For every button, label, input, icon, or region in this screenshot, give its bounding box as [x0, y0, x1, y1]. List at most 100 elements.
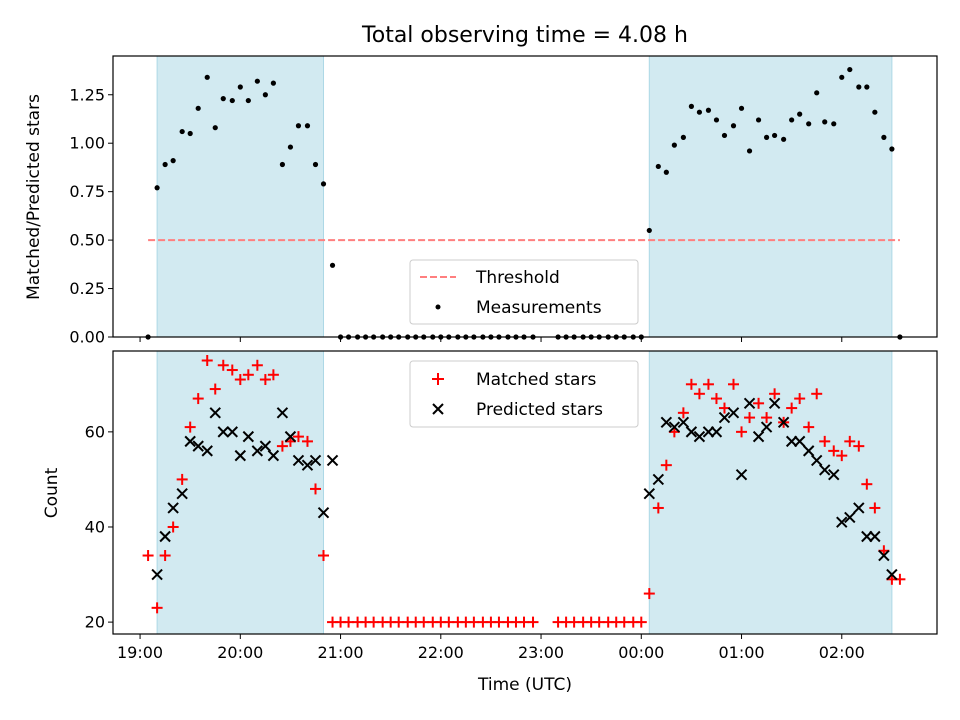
measurement-point-74: [781, 136, 787, 142]
matched-point-67: [718, 402, 730, 414]
legend-matched-swatch: [432, 373, 444, 385]
predicted-point-10: [234, 449, 247, 462]
predicted-point-26: [677, 416, 690, 429]
matched-point-73: [769, 388, 781, 400]
x-tick-label-7: 02:00: [819, 643, 865, 662]
predicted-point-41: [802, 445, 815, 457]
measurement-point-58: [646, 227, 652, 234]
x-axis-label: Time (UTC): [477, 675, 572, 695]
top-shade-region-1: [648, 55, 893, 338]
measurement-point-7: [204, 74, 210, 80]
matched-point-64: [693, 388, 705, 400]
predicted-point-19: [309, 454, 322, 467]
predicted-point-16: [284, 430, 297, 443]
measurement-point-78: [814, 90, 820, 96]
predicted-point-20: [317, 507, 330, 519]
matched-point-1: [151, 602, 163, 614]
measurement-point-20: [312, 161, 319, 168]
measurement-point-21: [320, 181, 327, 187]
top-y-tick-label-5: 1.25: [69, 85, 105, 104]
legend-matched-label: Matched stars: [476, 370, 596, 390]
measurement-point-71: [755, 117, 762, 123]
predicted-stars-series: [151, 397, 898, 581]
predicted-point-36: [760, 421, 773, 433]
bot-shade-region-0: [156, 350, 325, 635]
matched-stars-series: [142, 355, 906, 628]
predicted-point-22: [643, 487, 656, 500]
measurement-point-64: [696, 109, 703, 115]
x-tick-label-3: 22:00: [418, 643, 464, 662]
matched-point-75: [786, 402, 798, 414]
predicted-point-3: [176, 487, 188, 500]
x-tick-label-2: 21:00: [317, 643, 363, 662]
matched-point-77: [803, 421, 815, 433]
measurements-series: [145, 66, 903, 340]
top-legend: Threshold Measurements: [409, 259, 639, 325]
matched-point-65: [702, 378, 714, 390]
bottom-plot-frame: [112, 350, 938, 635]
predicted-point-49: [869, 530, 881, 543]
predicted-point-35: [752, 430, 765, 443]
predicted-point-25: [668, 421, 681, 433]
measurement-point-12: [245, 97, 251, 104]
predicted-point-44: [828, 468, 840, 481]
measurement-point-80: [831, 121, 837, 127]
measurement-point-76: [797, 111, 803, 117]
predicted-point-50: [878, 549, 890, 562]
predicted-point-43: [819, 464, 831, 476]
predicted-point-24: [660, 416, 673, 429]
predicted-point-6: [201, 445, 213, 457]
matched-point-76: [794, 393, 806, 405]
matched-point-21: [318, 550, 330, 562]
matched-point-82: [844, 435, 856, 447]
matched-point-80: [828, 445, 840, 457]
matched-point-14: [259, 374, 271, 386]
matched-point-8: [209, 383, 221, 395]
matched-point-78: [811, 388, 823, 400]
matched-point-85: [869, 502, 881, 514]
predicted-point-32: [727, 407, 740, 419]
matched-point-81: [836, 450, 848, 462]
measurement-point-22: [329, 262, 336, 268]
matched-point-13: [251, 359, 263, 371]
predicted-point-2: [167, 502, 179, 514]
matched-point-10: [226, 364, 238, 376]
top-y-tick-label-0: 0.00: [69, 328, 105, 347]
measurement-point-86: [881, 134, 887, 140]
predicted-point-1: [159, 530, 171, 543]
matched-point-3: [167, 521, 179, 533]
predicted-point-33: [735, 468, 748, 481]
predicted-point-37: [768, 397, 781, 410]
measurement-point-82: [847, 66, 853, 73]
measurement-point-4: [179, 128, 185, 135]
chart-title: Total observing time = 4.08 h: [361, 23, 688, 48]
measurement-point-3: [170, 158, 176, 164]
matched-point-7: [201, 355, 213, 367]
x-tick-label-6: 01:00: [718, 643, 764, 662]
measurement-point-8: [212, 125, 218, 131]
measurement-point-69: [738, 105, 745, 111]
top-shaded-regions: [156, 55, 893, 338]
predicted-point-38: [777, 416, 790, 429]
legend-predicted-swatch: [432, 403, 444, 415]
predicted-point-30: [710, 426, 723, 438]
predicted-point-51: [886, 568, 898, 581]
predicted-point-15: [276, 407, 289, 419]
matched-point-9: [217, 359, 229, 371]
predicted-point-13: [259, 440, 272, 452]
matched-point-20: [309, 483, 321, 495]
top-y-tick-label-3: 0.75: [69, 182, 105, 201]
matched-point-46: [527, 616, 539, 628]
predicted-point-17: [292, 454, 305, 467]
top-y-tick-label-1: 0.25: [69, 279, 105, 298]
predicted-point-0: [151, 568, 163, 581]
predicted-point-31: [718, 411, 731, 424]
predicted-point-18: [301, 459, 314, 471]
top-shade-region-0: [156, 55, 325, 338]
measurement-point-11: [237, 84, 243, 90]
x-tick-label-4: 23:00: [518, 643, 564, 662]
bottom-y-tick-label-2: 60: [85, 422, 105, 441]
matched-point-15: [267, 369, 279, 381]
matched-point-11: [234, 374, 246, 386]
